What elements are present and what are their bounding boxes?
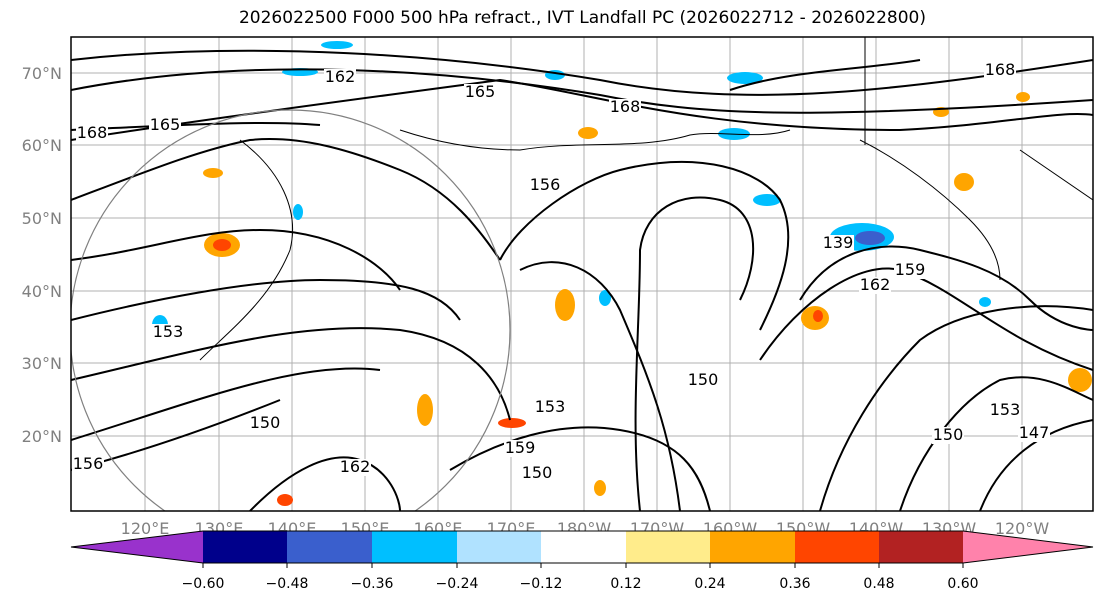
colorbar-tick-label: 0.60 [947, 576, 978, 592]
lon-label: 120°E [121, 519, 170, 538]
colorbar: −0.60 −0.48 −0.36 −0.24 −0.12 0.12 0.24 0.36 0.4… [70, 530, 1094, 592]
shading [152, 41, 1092, 506]
contour-label-bg [894, 262, 926, 279]
colorbar-tick-label: −0.24 [436, 576, 479, 592]
contour-label-bg [152, 324, 184, 341]
contour-label-bg [521, 465, 553, 482]
contour-label-bg [989, 402, 1021, 419]
colorbar-tick-label: 0.24 [694, 576, 725, 592]
colorbar-segment [457, 531, 541, 563]
contour-label-bg [339, 459, 371, 476]
contour-label-bg [687, 372, 719, 389]
contour-label: 168 [610, 97, 641, 116]
contour-label: 162 [325, 67, 356, 86]
contour-label: 150 [522, 463, 553, 482]
colorbar-segment [879, 531, 963, 563]
contour-label-bg [932, 427, 964, 444]
contour-label-bg [76, 125, 108, 142]
contour-label-bg [984, 62, 1016, 79]
contour-label: 156 [73, 454, 104, 473]
colorbar-segment [795, 531, 879, 563]
contour-label: 159 [505, 438, 536, 457]
contour-label: 168 [985, 60, 1016, 79]
colorbar-tick-label: −0.48 [266, 576, 309, 592]
colorbar-segment [71, 531, 203, 563]
lat-label: 50°N [22, 209, 62, 228]
lat-label: 30°N [22, 354, 62, 373]
colorbar-tick-label: 0.36 [779, 576, 810, 592]
contour-label-bg [464, 84, 496, 101]
contour-label: 153 [153, 322, 184, 341]
contour-label: 165 [150, 115, 181, 134]
contour-label-bg [529, 177, 561, 194]
contour-label: 153 [990, 400, 1021, 419]
contour-label-bg [609, 99, 641, 116]
map-area: 1621651681651681681561531501591471391621… [71, 37, 1093, 511]
contour-label: 162 [860, 275, 891, 294]
contour-label: 156 [530, 175, 561, 194]
colorbar-segment [287, 531, 372, 563]
contour-label: 150 [688, 370, 719, 389]
colorbar-segment [372, 531, 457, 563]
lat-label: 70°N [22, 64, 62, 83]
contour-label-bg [249, 415, 281, 432]
contour-label-bg [822, 235, 854, 252]
contour-label: 168 [77, 123, 108, 142]
contour-label-bg [534, 399, 566, 416]
colorbar-segment [963, 531, 1093, 563]
map-frame [70, 36, 1094, 512]
colorbar-tick-label: −0.12 [520, 576, 563, 592]
contour-label-bg [149, 117, 181, 134]
colorbar-segment [541, 531, 626, 563]
contour-label: 153 [535, 397, 566, 416]
colorbar-segment [203, 531, 287, 563]
lat-label: 40°N [22, 282, 62, 301]
lat-label: 60°N [22, 136, 62, 155]
map-title: 2026022500 F000 500 hPa refract., IVT La… [238, 8, 926, 28]
contour-label-bg [859, 277, 891, 294]
contour-label: 150 [250, 413, 281, 432]
colorbar-segment [710, 531, 795, 563]
colorbar-tick-label: 0.12 [610, 576, 641, 592]
contour-label-bg [72, 456, 104, 473]
distance-ring [71, 109, 511, 511]
contour-label: 150 [933, 425, 964, 444]
contour-label: 165 [465, 82, 496, 101]
colorbar-segment [626, 531, 710, 563]
lat-label: 20°N [22, 427, 62, 446]
contour-label: 139 [823, 233, 854, 252]
contour-label-bg [1018, 425, 1050, 442]
contour-label: 159 [895, 260, 926, 279]
contour-label: 147 [1019, 423, 1050, 442]
coastlines [199, 37, 1093, 361]
contour-label-bg [324, 69, 356, 86]
lon-label: 120°W [995, 519, 1050, 538]
contour-label: 162 [340, 457, 371, 476]
colorbar-tick-label: −0.36 [351, 576, 394, 592]
colorbar-tick-label: 0.48 [863, 576, 894, 592]
colorbar-tick-label: −0.60 [182, 576, 225, 592]
contour-label-bg [504, 440, 536, 457]
